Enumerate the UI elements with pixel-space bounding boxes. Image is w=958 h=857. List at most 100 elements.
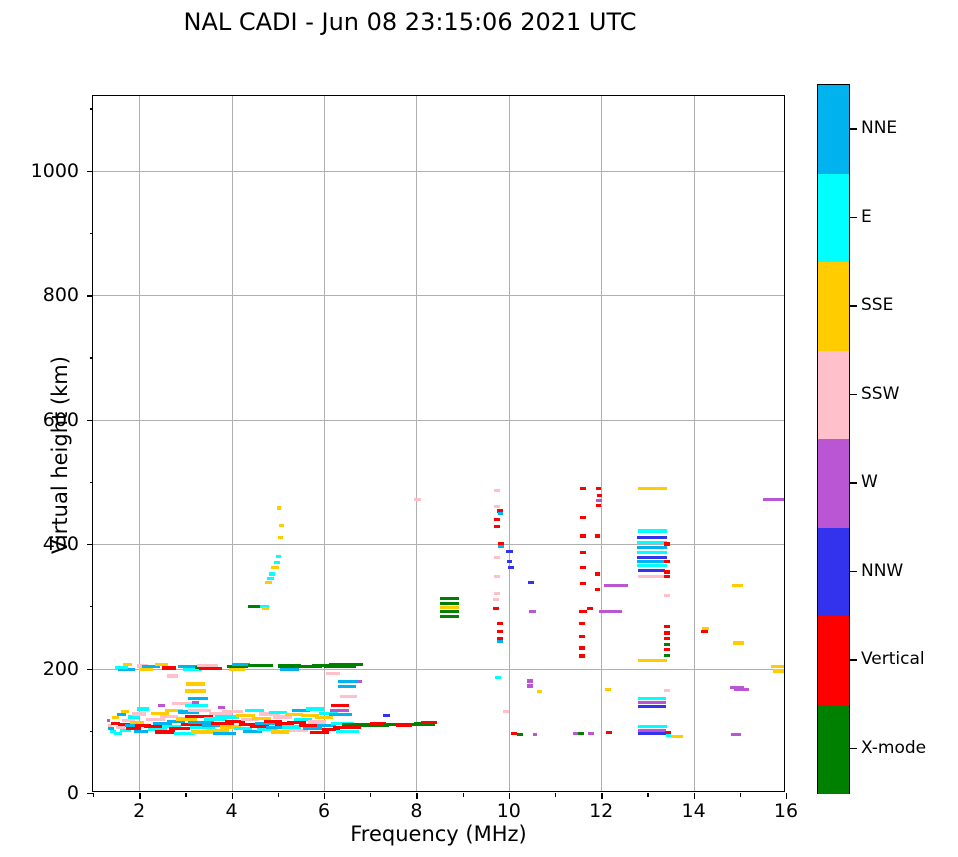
echo-trace-mark (112, 716, 119, 720)
echo-trace-mark (185, 689, 207, 693)
echo-trace-mark (664, 542, 671, 546)
echo-trace-mark (440, 605, 459, 610)
echo-trace-mark (594, 572, 601, 576)
x-tick-label: 16 (773, 800, 799, 822)
colorbar-segment-ssw[interactable] (818, 350, 849, 440)
echo-trace-mark (342, 722, 375, 727)
colorbar-segment-w[interactable] (818, 439, 849, 528)
echo-trace-mark (700, 629, 709, 633)
echo-trace-mark (579, 551, 587, 555)
gridline-vertical (231, 96, 233, 791)
y-axis-title: Virtual height (km) (48, 356, 72, 554)
colorbar-segment-x-mode[interactable] (818, 704, 849, 794)
echo-trace-mark (517, 732, 523, 737)
echo-trace-mark (236, 713, 255, 717)
echo-trace-mark (638, 658, 667, 663)
gridline-vertical (693, 96, 695, 791)
echo-trace-mark (496, 637, 504, 641)
echo-trace-mark (440, 614, 459, 618)
echo-trace-mark (664, 653, 671, 658)
echo-trace-mark (638, 700, 666, 704)
echo-trace-mark (637, 536, 667, 540)
gridline-vertical (324, 96, 325, 791)
echo-trace-mark (329, 708, 350, 712)
colorbar[interactable] (817, 84, 850, 794)
echo-trace-mark (572, 731, 579, 735)
echo-trace-mark (506, 559, 513, 564)
x-tick (139, 793, 141, 799)
echo-trace-mark (307, 720, 327, 724)
x-tick-label: 14 (681, 800, 706, 822)
colorbar-segment-e[interactable] (818, 173, 849, 263)
x-tick-minor (647, 793, 649, 797)
echo-trace-mark (117, 712, 127, 717)
colorbar-segment-nne[interactable] (818, 85, 849, 174)
echo-trace-mark (494, 488, 500, 493)
echo-trace-mark (664, 648, 671, 652)
y-tick-label: 200 (42, 657, 79, 680)
echo-trace-mark (108, 727, 114, 731)
echo-trace-mark (638, 728, 666, 732)
echo-trace-mark (579, 566, 587, 570)
echo-trace-mark (217, 705, 225, 709)
echo-trace-mark (605, 731, 613, 735)
echo-trace-mark (180, 722, 204, 727)
echo-trace-mark (664, 637, 671, 641)
echo-trace-mark (143, 724, 163, 728)
x-tick (508, 793, 511, 799)
echo-trace-mark (594, 534, 601, 538)
echo-trace-mark (579, 581, 587, 585)
echo-trace-mark (127, 715, 140, 719)
echo-trace-mark (166, 719, 186, 724)
echo-trace-mark (250, 724, 269, 728)
colorbar-segment-sse[interactable] (818, 262, 849, 351)
echo-trace-mark (328, 712, 352, 717)
echo-trace-mark (243, 729, 262, 733)
y-tick-minor (89, 232, 93, 235)
y-tick-minor (89, 481, 93, 484)
echo-trace-mark (222, 709, 244, 714)
echo-trace-mark (120, 709, 130, 714)
echo-trace-mark (603, 584, 628, 588)
echo-trace-mark (440, 601, 459, 605)
echo-trace-mark (383, 713, 390, 717)
echo-trace-mark (638, 569, 665, 573)
echo-trace-mark (595, 503, 602, 508)
echo-trace-mark (595, 487, 602, 491)
colorbar-tick (850, 393, 857, 396)
echo-trace-mark (178, 665, 197, 669)
x-tick-minor (462, 793, 464, 797)
echo-trace-mark (637, 545, 667, 549)
echo-trace-mark (493, 607, 499, 611)
echo-trace-mark (664, 731, 672, 735)
echo-trace-mark (588, 732, 594, 736)
echo-trace-mark (496, 629, 504, 633)
echo-trace-mark (579, 622, 585, 626)
x-tick (601, 793, 603, 799)
echo-trace-mark (146, 717, 165, 722)
echo-trace-mark (274, 560, 281, 564)
echo-trace-mark (579, 609, 588, 613)
echo-trace-mark (330, 703, 350, 707)
colorbar-segment-nnw[interactable] (818, 527, 849, 617)
echo-trace-mark (233, 726, 253, 730)
echo-trace-mark (328, 662, 364, 666)
echo-trace-mark (203, 717, 227, 721)
y-tick (87, 544, 93, 546)
echo-trace-mark (210, 721, 234, 725)
echo-trace-mark (187, 721, 215, 725)
echo-trace-mark (187, 708, 211, 712)
echo-trace-mark (579, 515, 587, 519)
echo-trace-mark (240, 717, 260, 722)
y-tick (87, 295, 93, 297)
colorbar-tick (850, 747, 857, 750)
colorbar-segment-vertical[interactable] (818, 616, 849, 705)
echo-trace-mark (664, 631, 671, 635)
echo-trace-mark (178, 710, 200, 714)
echo-trace-mark (638, 724, 667, 728)
echo-trace-mark (664, 593, 670, 597)
echo-trace-mark (185, 714, 214, 719)
echo-trace-mark (287, 721, 306, 725)
echo-trace-mark (579, 634, 586, 638)
